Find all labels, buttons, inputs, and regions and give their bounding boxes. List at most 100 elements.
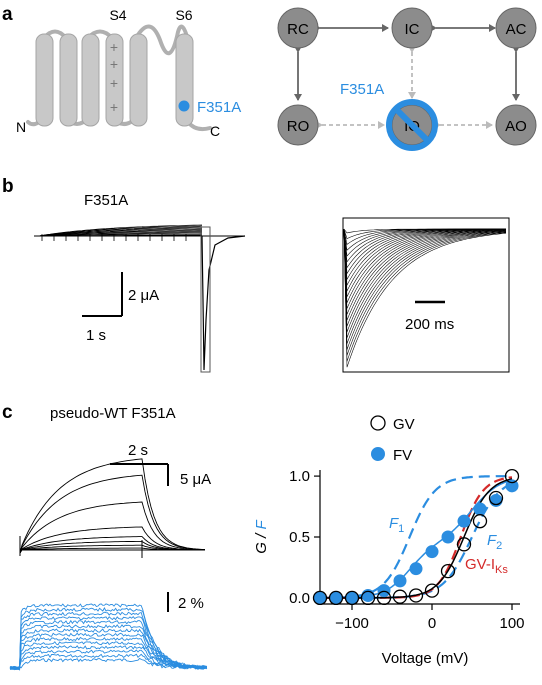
state-mutation-label: F351A bbox=[340, 81, 384, 98]
helix-s4 bbox=[105, 33, 124, 127]
zoom-region-box bbox=[200, 226, 211, 373]
scalebar-c: 2 s 5 μA bbox=[110, 442, 211, 488]
data-point-fv bbox=[377, 584, 391, 598]
state-rc: RC bbox=[277, 7, 319, 49]
state-label: RC bbox=[287, 21, 309, 38]
curve-f1 bbox=[320, 475, 512, 599]
legend-label-gv: GV bbox=[393, 416, 415, 433]
mutation-label: F351A bbox=[197, 99, 241, 116]
blocked-ring bbox=[386, 99, 438, 151]
data-point-gv bbox=[408, 588, 424, 603]
fluorescence-trace bbox=[9, 611, 208, 670]
y-axis-label: G / F bbox=[253, 519, 270, 553]
x-axis-label: Voltage (mV) bbox=[382, 650, 469, 667]
data-point-gv bbox=[472, 514, 488, 529]
inset-tail-trace bbox=[343, 228, 507, 315]
fluorescence-trace bbox=[9, 603, 207, 670]
inset-scale-label: 200 ms bbox=[405, 316, 454, 333]
data-point-gv bbox=[392, 589, 408, 604]
data-point-gv bbox=[376, 590, 392, 606]
current-traces-b bbox=[34, 224, 246, 373]
data-point-fv bbox=[329, 591, 343, 605]
data-point-fv bbox=[313, 591, 327, 605]
current-trace bbox=[19, 458, 206, 554]
helix-s3 bbox=[81, 33, 100, 127]
curve-label-f2: F2 bbox=[487, 532, 502, 552]
curve-f2 bbox=[320, 482, 513, 599]
curve-gv-iks bbox=[320, 476, 513, 599]
data-point-gv bbox=[440, 563, 456, 579]
inset-tail-trace bbox=[343, 228, 507, 344]
helix-s6 bbox=[175, 33, 194, 127]
state-label: IC bbox=[405, 21, 420, 38]
scale-time-label: 2 s bbox=[128, 442, 148, 459]
tail-current-trace bbox=[201, 235, 246, 371]
legend-marker-fv bbox=[371, 447, 385, 461]
state-diagram: RC IC AC RO IO AO F351A bbox=[277, 7, 537, 151]
data-point-gv bbox=[360, 590, 376, 606]
mutation-marker bbox=[178, 100, 190, 112]
state-ao: AO bbox=[495, 104, 537, 146]
state-ac: AC bbox=[495, 7, 537, 49]
state-io: IO bbox=[386, 99, 438, 151]
y-axis-label-sep: / bbox=[253, 529, 270, 542]
data-point-gv bbox=[456, 537, 472, 552]
inset-tail-trace bbox=[343, 228, 507, 333]
current-trace bbox=[19, 536, 205, 554]
data-point-gv bbox=[424, 583, 440, 598]
y-tick-label: 0.0 bbox=[289, 590, 310, 607]
y-tick-label: 0.5 bbox=[289, 529, 310, 546]
x-tick-label: −100 bbox=[335, 615, 369, 632]
blocked-slash bbox=[393, 106, 431, 144]
data-point-fv bbox=[441, 530, 455, 544]
y-axis-label-g: G bbox=[253, 542, 270, 554]
s4-label: S4 bbox=[109, 7, 126, 23]
inset-panel: 200 ms bbox=[342, 217, 510, 373]
y-tick-label: 1.0 bbox=[289, 468, 310, 485]
data-point-fv bbox=[409, 562, 423, 576]
state-ic: IC bbox=[391, 7, 433, 49]
fluorescence-trace bbox=[9, 641, 208, 670]
x-tick-label: 0 bbox=[428, 615, 436, 632]
legend-label-fv: FV bbox=[393, 447, 412, 464]
inset-tail-trace bbox=[343, 228, 507, 309]
data-point-fv bbox=[425, 545, 439, 559]
scale-current-label: 2 μA bbox=[128, 287, 159, 304]
activation-trace bbox=[37, 224, 203, 237]
inset-tail-trace bbox=[343, 228, 507, 350]
helix-s5 bbox=[129, 33, 148, 127]
inset-tail-trace bbox=[343, 228, 507, 362]
inset-tail-trace bbox=[343, 228, 507, 327]
data-point-gv bbox=[312, 590, 328, 606]
panel-c-letter: c bbox=[2, 402, 13, 423]
fluorescence-traces bbox=[9, 603, 208, 672]
data-point-fv bbox=[345, 591, 359, 605]
data-point-fv bbox=[393, 574, 407, 588]
state-label: AC bbox=[506, 21, 527, 38]
data-point-fv bbox=[473, 502, 487, 516]
scale-time-label: 1 s bbox=[86, 327, 106, 344]
scale-current-label: 5 μA bbox=[180, 471, 211, 488]
current-trace bbox=[19, 474, 206, 554]
state-ro: RO bbox=[277, 104, 319, 146]
inset-tail-trace bbox=[343, 228, 507, 321]
panel-b-title: F351A bbox=[84, 192, 128, 209]
scalebar-fluor: 2 % bbox=[167, 592, 204, 612]
inset-frame bbox=[342, 217, 510, 373]
inset-tail-trace bbox=[343, 228, 507, 303]
inset-tail-trace bbox=[343, 228, 507, 297]
panel-c-title: pseudo-WT F351A bbox=[50, 405, 176, 422]
data-point-gv bbox=[328, 590, 344, 606]
curve-label-f1: F1 bbox=[389, 515, 404, 535]
s4-charge: + bbox=[110, 56, 118, 72]
state-label: RO bbox=[287, 118, 310, 135]
c-terminus-label: C bbox=[210, 123, 220, 139]
helix-s1 bbox=[35, 33, 54, 127]
s6-label: S6 bbox=[175, 7, 192, 23]
helix-s2 bbox=[59, 33, 78, 127]
panel-a-letter: a bbox=[2, 4, 13, 25]
gv-fv-chart: −100 0 100 0.0 0.5 1.0 Voltage (mV) G / F GV … bbox=[253, 415, 525, 667]
inset-tail-trace bbox=[343, 228, 507, 338]
inset-tail-trace bbox=[343, 228, 507, 356]
